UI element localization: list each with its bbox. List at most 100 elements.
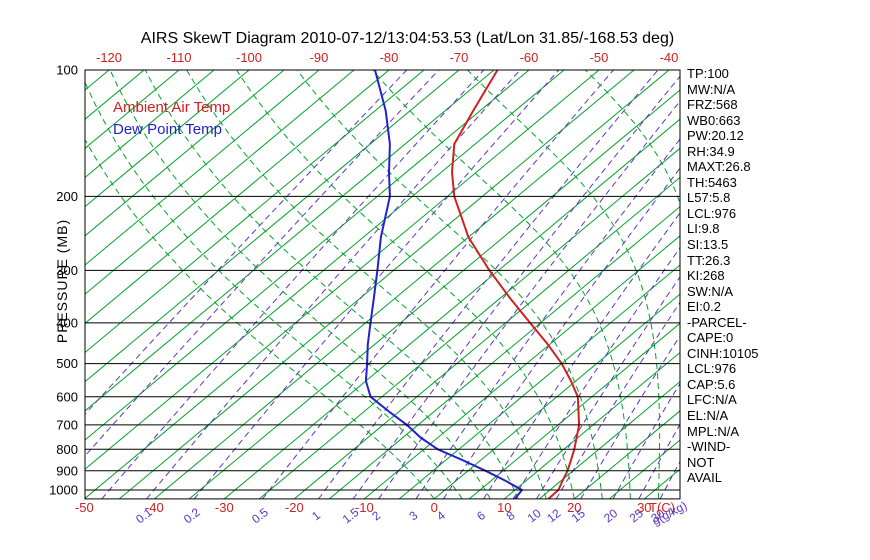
moist-adiabat-line <box>144 70 519 499</box>
stat-line: L57:5.8 <box>687 190 731 206</box>
mixing-ratio-line <box>146 70 521 499</box>
stat-line: EI:0.2 <box>687 299 721 315</box>
mixing-ratio-line <box>101 70 485 499</box>
moist-adiabat-line <box>186 70 547 499</box>
top-temp-tick-label: -80 <box>380 50 399 65</box>
mixing-ratio-line <box>378 100 680 499</box>
isotherm-line <box>328 206 680 499</box>
isotherm-line <box>0 70 4 499</box>
pressure-tick-label: 900 <box>56 463 78 478</box>
isotherm-line <box>85 70 530 441</box>
isotherm-line <box>258 147 680 499</box>
stat-line: CAP:5.6 <box>687 376 736 392</box>
top-temp-tick-label: -90 <box>310 50 329 65</box>
isotherm-line <box>0 70 39 499</box>
stat-line: MAXT:26.8 <box>687 159 751 175</box>
bottom-temp-tick-label: 20 <box>567 500 581 515</box>
mixing-ratio-tick-label: 10 <box>525 506 544 525</box>
bottom-temp-tick-label: 10 <box>497 500 511 515</box>
stat-line: MPL:N/A <box>687 423 740 439</box>
stat-line: LCL:976 <box>687 205 737 221</box>
stat-line: SW:N/A <box>687 283 733 299</box>
pressure-tick-label: 1000 <box>49 483 78 498</box>
mixing-ratio-line <box>512 246 680 499</box>
stat-line: LCL:976 <box>687 361 737 377</box>
isotherm-line <box>293 176 680 499</box>
chart-title: AIRS SkewT Diagram 2010-07-12/13:04:53.5… <box>140 30 675 47</box>
isotherm-line <box>433 293 680 499</box>
isotherm-line <box>85 70 250 208</box>
stat-line: CAPE:0 <box>687 330 734 346</box>
mixing-ratio-tick-label: 12 <box>544 506 563 525</box>
moist-adiabat-line <box>85 138 435 499</box>
stat-line: RH:34.9 <box>687 143 735 159</box>
stat-line: KI:268 <box>687 268 725 284</box>
isotherm-line <box>85 70 355 295</box>
mixing-ratio-tick-label: 1 <box>309 508 323 523</box>
pressure-tick-label: 100 <box>56 63 78 78</box>
isotherm-line <box>573 410 680 499</box>
pressure-axis-title: PRESSURE (MB) <box>54 218 70 344</box>
isotherm-line <box>468 322 680 499</box>
mixing-ratio-tick-label: 0.5 <box>249 505 271 527</box>
mixing-ratio-line <box>318 70 659 499</box>
mixing-ratio-line <box>555 301 680 499</box>
legend-dew-point-temp: Dew Point Temp <box>113 121 222 138</box>
top-temp-tick-label: -40 <box>660 50 679 65</box>
isotherm-line <box>85 70 320 266</box>
moist-adiabat-line <box>296 70 603 499</box>
stat-line: LI:9.8 <box>687 221 720 237</box>
bottom-temp-tick-label: -30 <box>215 500 234 515</box>
stat-line: TP:100 <box>687 66 729 81</box>
pressure-tick-label: 700 <box>56 417 78 432</box>
pressure-tick-label: 800 <box>56 442 78 457</box>
isotherm-line <box>85 70 390 324</box>
mixing-ratio-line <box>536 276 680 499</box>
stat-line: NOT <box>687 454 715 470</box>
stat-line: TH:5463 <box>687 174 737 190</box>
isotherm-line <box>363 235 680 499</box>
stats-panel: TP:100 MW:N/A FRZ:568 WB0:663 PW:20.12 RH:34.… <box>687 66 759 486</box>
top-temp-tick-label: -60 <box>520 50 539 65</box>
mixing-ratio-line <box>638 423 680 499</box>
isotherm-line <box>85 70 215 179</box>
isotherm-line <box>85 70 285 237</box>
ambient-air-temp-curve <box>451 70 581 499</box>
dew-point-temp-curve <box>364 70 523 499</box>
mixing-ratio-line <box>612 382 680 499</box>
top-temp-tick-label: -110 <box>166 50 191 65</box>
pressure-tick-label: 400 <box>56 315 78 330</box>
legend-ambient-air-temp: Ambient Air Temp <box>113 99 231 116</box>
bottom-temp-tick-label: 30 <box>637 500 651 515</box>
mixing-ratio-line <box>262 70 614 499</box>
moist-adiabat-line <box>585 70 680 205</box>
moist-adiabat-line <box>109 70 491 499</box>
pressure-tick-label: 500 <box>56 356 78 371</box>
pressure-tick-label: 600 <box>56 389 78 404</box>
isotherm-line <box>188 89 680 499</box>
stat-line: PW:20.12 <box>687 128 744 144</box>
plot-area <box>0 70 680 499</box>
bottom-temp-tick-label: -20 <box>285 500 304 515</box>
mixing-ratio-tick-label: 2 <box>369 508 383 523</box>
isotherm-line <box>85 70 565 470</box>
stat-line: CINH:10105 <box>687 345 759 361</box>
moist-adiabat-line <box>85 81 463 499</box>
stat-line: -WIND- <box>687 439 731 455</box>
pressure-tick-label: 300 <box>56 263 78 278</box>
stat-line: EL:N/A <box>687 408 729 424</box>
top-temp-tick-label: -50 <box>590 50 609 65</box>
isotherm-line <box>85 70 495 412</box>
stat-line: LFC:N/A <box>687 392 737 408</box>
bottom-temp-tick-label: -40 <box>145 500 164 515</box>
isotherm-line <box>85 70 600 499</box>
temp-axis-unit-label: T(C) <box>649 500 675 515</box>
moist-adiabat-line <box>467 70 661 499</box>
isotherm-line <box>85 70 460 383</box>
mixing-ratio-line <box>483 211 680 499</box>
isotherm-line <box>223 118 680 499</box>
isotherm-line <box>85 70 425 354</box>
mixing-ratio-tick-label: 3 <box>406 508 420 523</box>
isotherm-line <box>118 70 635 499</box>
